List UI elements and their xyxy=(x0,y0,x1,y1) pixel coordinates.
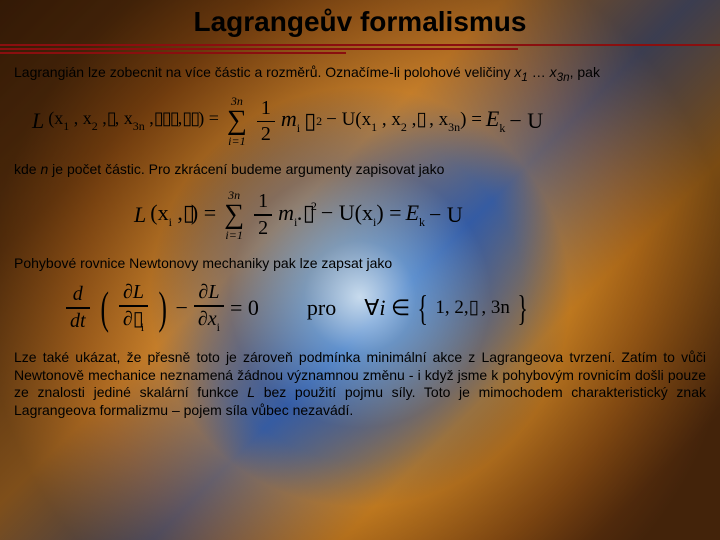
eq1-m-sym: m xyxy=(281,106,297,131)
eq2-sum-bot: i=1 xyxy=(225,229,242,241)
eq3-set: 1, 2,▯ , 3n xyxy=(435,296,510,319)
paren-close-icon: ) xyxy=(159,290,167,327)
frac-bar xyxy=(257,121,275,123)
eq1-sum: 3n ∑ i=1 xyxy=(227,95,247,147)
equation-2-wrap: L (xi ,▯) = 3n ∑ i=1 1 2 mi.▯2 − U(xi) =… xyxy=(134,189,706,241)
equation-1-wrap: L (x1 , x2 ,▯, x3n ,▯▯▯,▯▯) = 3n ∑ i=1 1… xyxy=(32,95,706,147)
eq1-tail: − U xyxy=(509,108,543,134)
eq3-dL-den: ∂▯i xyxy=(119,309,148,334)
eq1-m: mi xyxy=(281,106,300,136)
p1-text-a: Lagrangián lze zobecnit na více částic a… xyxy=(14,64,514,80)
eq1-minusU: − U(x1 , x2 ,▯ , x3n) = xyxy=(326,108,482,135)
frac-bar-2 xyxy=(254,214,272,216)
equation-3-wrap: d dt ( ∂L ∂▯i ) − ∂L ∂xi = 0 xyxy=(64,282,706,333)
eq1-sum-bot: i=1 xyxy=(228,135,245,147)
rule-2 xyxy=(0,48,518,50)
eq3-dL2-num: ∂L xyxy=(194,282,223,303)
equation-2: L (xi ,▯) = 3n ∑ i=1 1 2 mi.▯2 − U(xi) =… xyxy=(134,189,706,241)
eq2-half: 1 2 xyxy=(254,191,272,239)
eq2-m: mi.▯2 xyxy=(278,199,317,230)
eq2-m-sym: m xyxy=(278,200,294,225)
eq3-pro: pro xyxy=(307,295,336,321)
paragraph-2: kde n je počet částic. Pro zkrácení bude… xyxy=(14,161,706,179)
p1-x3n-sub: 3n xyxy=(557,71,570,84)
eq1-args: (x1 , x2 ,▯, x3n ,▯▯▯,▯▯) = xyxy=(48,108,219,134)
rule-1 xyxy=(0,44,720,46)
eq3-minus: − xyxy=(175,295,187,321)
eq2-half-den: 2 xyxy=(254,218,272,239)
eq3-dt: dt xyxy=(66,311,90,332)
eq3-dL-num: ∂L xyxy=(119,282,148,303)
rule-3 xyxy=(0,52,346,54)
sigma-icon-2: ∑ xyxy=(224,201,244,229)
eq2-k: k xyxy=(419,215,425,229)
p2-b: je počet částic. Pro zkrácení budeme arg… xyxy=(48,161,444,177)
eq2-half-num: 1 xyxy=(254,191,272,212)
eq1-L: L xyxy=(32,108,44,134)
paragraph-3: Pohybové rovnice Newtonovy mechaniky pak… xyxy=(14,255,706,273)
eq1-m-sub: i xyxy=(297,121,300,135)
slide-root: Lagrangeův formalismus Lagrangián lze zo… xyxy=(0,0,720,540)
eq3-ddt: d dt xyxy=(66,284,90,332)
title-rules xyxy=(0,44,720,54)
paragraph-4: Lze také ukázat, že přesně toto je zárov… xyxy=(14,349,706,419)
equation-3: d dt ( ∂L ∂▯i ) − ∂L ∂xi = 0 xyxy=(64,282,706,333)
p2-a: kde xyxy=(14,161,40,177)
slide-title: Lagrangeův formalismus xyxy=(0,0,720,42)
eq2-L: L xyxy=(134,202,146,228)
eq3-dLdx: ∂L ∂xi xyxy=(194,282,224,333)
eq3-eq0: = 0 xyxy=(230,295,259,321)
eq2-args: (xi ,▯) = xyxy=(150,200,216,230)
frac-bar-5 xyxy=(194,305,224,307)
eq2-E: E xyxy=(406,200,419,225)
eq2-minusU: − U(xi) = xyxy=(321,200,402,230)
eq1-half: 1 2 xyxy=(257,98,275,146)
eq2-Ek: Ek xyxy=(406,200,425,230)
brace-open-icon: { xyxy=(418,294,428,323)
p1-text-b: , pak xyxy=(570,64,600,80)
sigma-icon: ∑ xyxy=(227,107,247,135)
frac-bar-4 xyxy=(119,305,148,307)
equation-1: L (x1 , x2 ,▯, x3n ,▯▯▯,▯▯) = 3n ∑ i=1 1… xyxy=(32,95,706,147)
p1-x3n: x xyxy=(550,64,557,80)
eq3-dLdxdot: ∂L ∂▯i xyxy=(119,282,148,333)
eq1-Ek: Ek xyxy=(486,106,505,136)
eq1-k: k xyxy=(499,121,505,135)
paragraph-1: Lagrangián lze zobecnit na více částic a… xyxy=(14,64,706,85)
eq3-forall: ∀i ∈ xyxy=(364,295,410,321)
eq1-half-num: 1 xyxy=(257,98,275,119)
eq1-ph1: ▯ xyxy=(304,108,312,134)
p4-L: L xyxy=(247,384,255,400)
eq2-tail: − U xyxy=(429,202,463,228)
eq1-sq: 2 xyxy=(316,114,322,129)
eq3-d: d xyxy=(69,284,87,305)
eq1-half-den: 2 xyxy=(257,124,275,145)
eq3-dL2-den: ∂xi xyxy=(194,309,224,334)
paren-open-icon: ( xyxy=(100,290,108,327)
content-area: Lagrangián lze zobecnit na více částic a… xyxy=(0,64,720,419)
eq2-sum: 3n ∑ i=1 xyxy=(224,189,244,241)
frac-bar-3 xyxy=(66,307,90,309)
brace-close-icon: } xyxy=(517,294,527,323)
p1-mid: … xyxy=(528,64,550,80)
eq1-E: E xyxy=(486,106,499,131)
